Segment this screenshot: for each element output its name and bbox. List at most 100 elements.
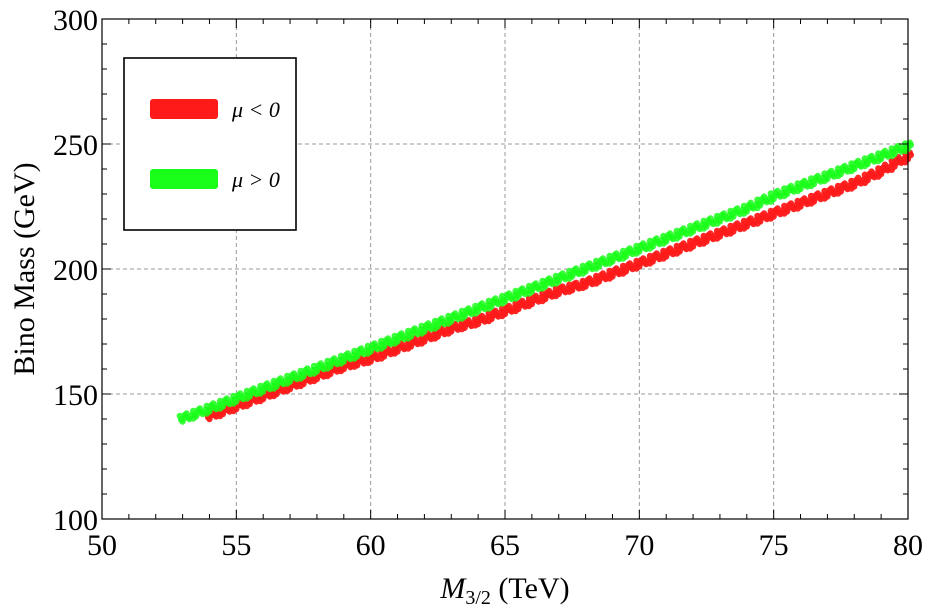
data-point-mu-positive bbox=[795, 184, 803, 191]
data-point-mu-positive bbox=[755, 200, 763, 207]
data-point-mu-positive bbox=[533, 284, 541, 291]
data-point-mu-positive bbox=[540, 281, 548, 288]
data-point-mu-positive bbox=[701, 221, 709, 228]
data-point-mu-positive bbox=[722, 214, 729, 221]
data-point-mu-positive bbox=[238, 394, 245, 401]
data-point-mu-negative bbox=[889, 161, 897, 168]
x-tick-label: 75 bbox=[759, 529, 789, 562]
data-point-mu-negative bbox=[789, 204, 796, 211]
data-point-mu-negative bbox=[607, 271, 615, 278]
data-point-mu-negative bbox=[708, 234, 716, 241]
data-point-mu-positive bbox=[896, 146, 904, 153]
y-axis-title: Bino Mass (GeV) bbox=[8, 162, 41, 375]
data-point-mu-negative bbox=[876, 169, 883, 176]
data-point-mu-positive bbox=[527, 286, 534, 293]
data-point-mu-positive bbox=[809, 179, 816, 186]
data-point-mu-positive bbox=[648, 241, 655, 248]
data-point-mu-negative bbox=[547, 291, 554, 298]
x-axis-title: M3/2 (TeV) bbox=[439, 572, 569, 609]
data-point-mu-negative bbox=[675, 246, 682, 253]
data-point-mu-positive bbox=[769, 194, 776, 201]
data-point-mu-negative bbox=[419, 336, 427, 343]
data-point-mu-positive bbox=[876, 154, 883, 161]
data-point-mu-positive bbox=[366, 346, 373, 353]
data-point-mu-negative bbox=[863, 175, 870, 182]
data-point-mu-positive bbox=[775, 191, 783, 198]
data-point-mu-positive bbox=[621, 251, 628, 258]
data-point-mu-negative bbox=[460, 322, 467, 330]
data-point-mu-positive bbox=[782, 189, 789, 196]
data-point-mu-positive bbox=[319, 364, 326, 371]
data-point-mu-positive bbox=[675, 231, 682, 238]
legend-box bbox=[123, 57, 297, 231]
data-point-mu-negative bbox=[560, 287, 568, 294]
data-point-mu-negative bbox=[486, 314, 494, 321]
data-point-mu-positive bbox=[661, 236, 668, 243]
x-tick-label: 50 bbox=[87, 529, 117, 562]
data-point-mu-negative bbox=[493, 311, 501, 318]
data-point-mu-positive bbox=[560, 274, 568, 281]
data-point-mu-negative bbox=[621, 266, 628, 273]
data-point-mu-positive bbox=[278, 379, 286, 386]
data-point-mu-negative bbox=[648, 256, 655, 263]
data-point-mu-positive bbox=[339, 356, 346, 363]
data-point-mu-negative bbox=[762, 214, 769, 221]
data-point-mu-positive bbox=[681, 229, 689, 236]
data-point-mu-positive bbox=[883, 151, 890, 158]
ticks-layer bbox=[101, 18, 909, 520]
data-point-mu-positive bbox=[601, 259, 608, 266]
data-point-mu-positive bbox=[547, 279, 554, 286]
legend: μ < 0 μ > 0 bbox=[123, 57, 297, 231]
x-tick-label: 65 bbox=[490, 529, 520, 562]
data-point-mu-positive bbox=[225, 399, 232, 406]
data-point-mu-negative bbox=[500, 309, 507, 316]
data-point-mu-negative bbox=[540, 294, 548, 301]
x-axis-title-subscript: 3/2 bbox=[465, 587, 491, 609]
data-point-mu-negative bbox=[399, 344, 407, 351]
data-point-mu-negative bbox=[748, 219, 756, 226]
legend-label-mu-positive: μ > 0 bbox=[231, 167, 280, 192]
data-point-mu-negative bbox=[574, 283, 581, 290]
data-point-mu-positive bbox=[439, 319, 447, 326]
data-point-mu-positive bbox=[802, 181, 810, 188]
data-point-mu-positive bbox=[184, 414, 192, 421]
data-point-mu-positive bbox=[413, 329, 420, 336]
y-tick-label: 300 bbox=[53, 4, 98, 37]
data-point-mu-positive bbox=[305, 369, 313, 376]
data-point-mu-negative bbox=[641, 259, 648, 266]
data-point-mu-negative bbox=[782, 206, 789, 213]
data-point-mu-positive bbox=[748, 203, 756, 210]
data-point-mu-positive bbox=[392, 336, 400, 343]
data-point-mu-positive bbox=[634, 246, 642, 253]
data-point-mu-positive bbox=[580, 266, 588, 273]
data-point-mu-negative bbox=[580, 281, 588, 288]
data-point-mu-negative bbox=[816, 194, 823, 201]
data-point-mu-positive bbox=[762, 197, 769, 204]
data-point-mu-negative bbox=[836, 186, 843, 193]
data-point-mu-negative bbox=[755, 216, 763, 223]
data-point-mu-positive bbox=[715, 216, 722, 223]
data-point-mu-positive bbox=[641, 244, 648, 251]
data-point-mu-negative bbox=[587, 279, 595, 286]
data-point-mu-negative bbox=[386, 349, 393, 356]
data-point-mu-positive bbox=[554, 276, 561, 283]
tick-labels-layer: 50 55 60 65 70 75 80 100 150 200 250 300 bbox=[53, 4, 923, 562]
data-point-mu-positive bbox=[245, 391, 252, 398]
data-point-mu-positive bbox=[688, 226, 695, 233]
data-point-mu-positive bbox=[486, 301, 494, 308]
data-point-mu-negative bbox=[896, 157, 904, 165]
data-point-mu-negative bbox=[856, 178, 863, 185]
data-point-mu-positive bbox=[822, 174, 830, 181]
data-point-mu-negative bbox=[769, 211, 776, 218]
data-point-mu-negative bbox=[520, 301, 527, 308]
data-point-mu-negative bbox=[849, 181, 857, 188]
data-point-mu-negative bbox=[601, 274, 608, 281]
data-point-mu-negative bbox=[775, 209, 783, 216]
data-point-mu-positive bbox=[466, 309, 474, 316]
data-point-mu-negative bbox=[829, 189, 836, 196]
data-point-mu-positive bbox=[816, 176, 823, 183]
data-point-mu-positive bbox=[728, 211, 736, 218]
data-point-mu-positive bbox=[285, 376, 292, 383]
data-point-mu-negative bbox=[715, 231, 722, 238]
